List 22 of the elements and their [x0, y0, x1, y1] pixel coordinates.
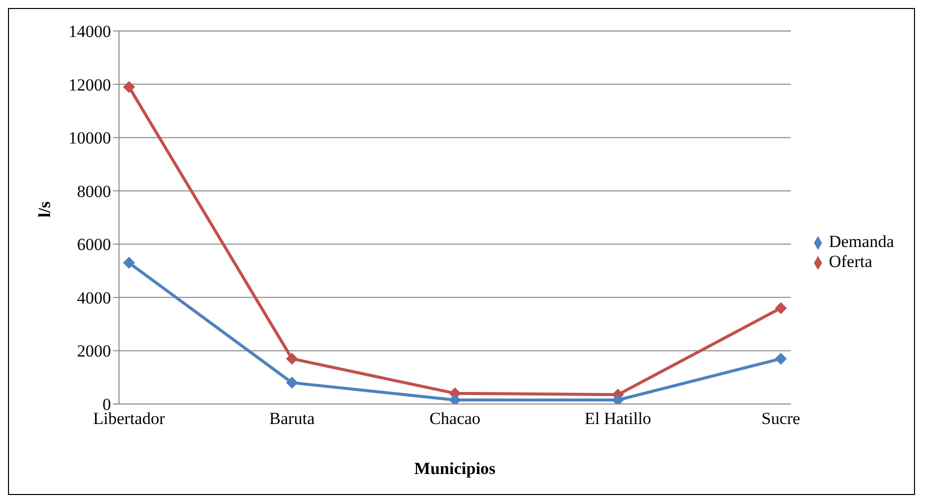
legend-label: Oferta	[828, 252, 872, 270]
y-tick-label: 4000	[77, 288, 111, 308]
x-tick-label: Libertador	[93, 409, 166, 428]
x-tick-label: Chacao	[429, 409, 480, 428]
point	[286, 352, 298, 365]
x-tick-label: Sucre	[762, 409, 800, 428]
y-tick-label: 2000	[77, 342, 111, 361]
point	[286, 376, 298, 389]
y-tick-label: 12000	[68, 75, 111, 94]
y-axis-title: l/s	[35, 201, 54, 218]
point	[774, 352, 787, 365]
y-tick-label: 6000	[77, 235, 111, 254]
legend-label: Demanda	[828, 232, 894, 250]
y-tick-label: 8000	[77, 182, 111, 201]
y-tick-label: 14000	[68, 22, 111, 42]
point	[774, 302, 787, 314]
x-axis-title: Municipios	[414, 459, 496, 478]
y-tick-label: 10000	[68, 128, 111, 148]
x-tick-label: Baruta	[269, 409, 316, 428]
point	[123, 256, 135, 269]
point	[123, 80, 135, 93]
x-tick-label: El Hatillo	[584, 409, 652, 428]
